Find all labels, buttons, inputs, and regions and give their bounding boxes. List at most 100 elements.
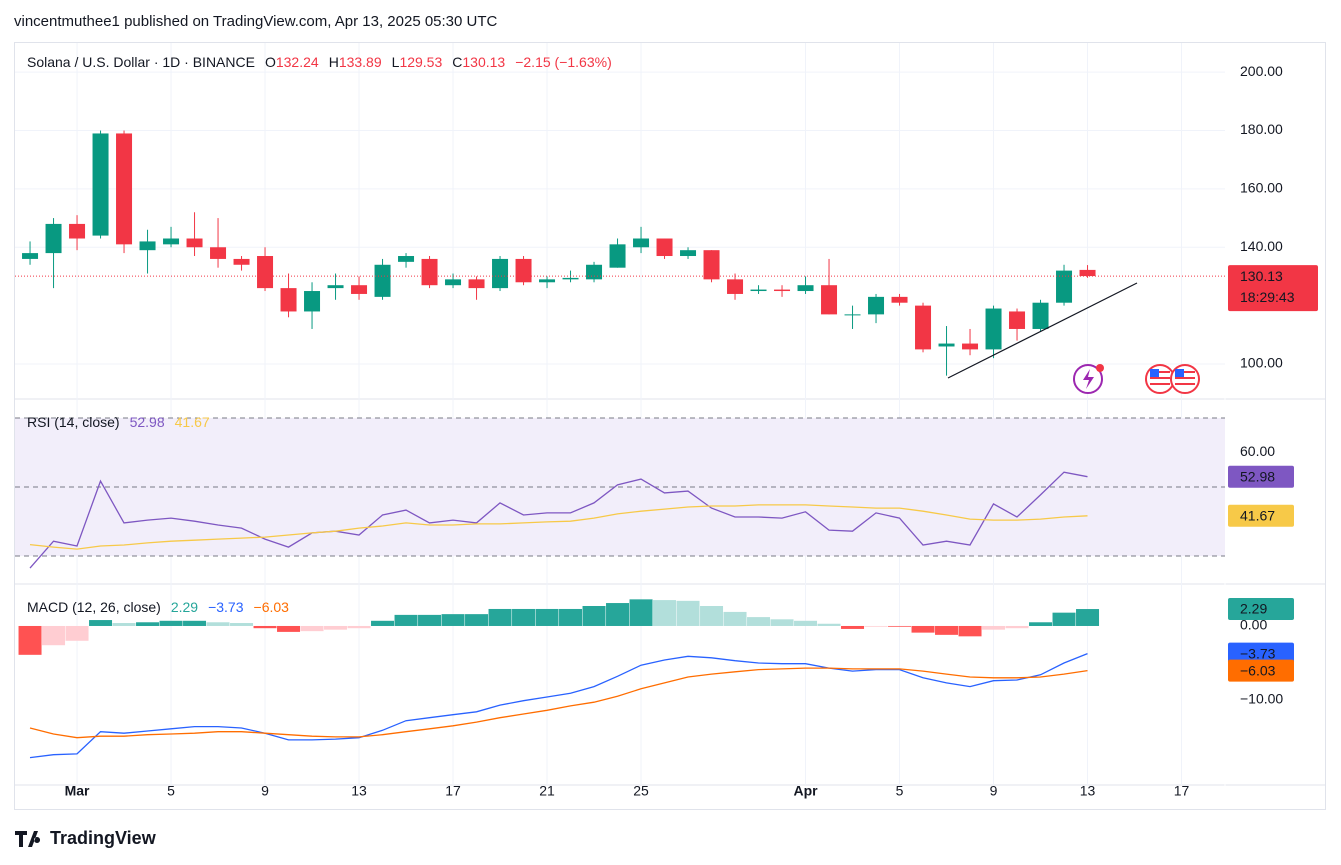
- symbol: Solana / U.S. Dollar · 1D · BINANCE: [27, 54, 255, 70]
- histogram-bar: [1005, 625, 1029, 629]
- candle-body: [45, 223, 62, 254]
- histogram-bar: [418, 614, 442, 626]
- candle-body: [1056, 270, 1073, 303]
- candle-body: [280, 288, 297, 312]
- ohlc-value: 130.13: [462, 54, 505, 70]
- candle-body: [938, 343, 955, 347]
- candle-body: [703, 250, 720, 280]
- histogram-bar: [159, 620, 183, 626]
- macd-line: [29, 667, 1088, 739]
- y-tick-label: 180.00: [1240, 121, 1283, 137]
- brand-logo: [15, 831, 41, 847]
- histogram-bar: [629, 599, 653, 626]
- candle-body: [92, 133, 109, 236]
- histogram-bar: [371, 620, 395, 626]
- candle-body: [680, 250, 697, 257]
- value-badge: −6.03: [1240, 662, 1276, 678]
- y-tick-label: 160.00: [1240, 180, 1283, 196]
- x-tick-label: 5: [167, 783, 175, 799]
- candle-body: [844, 314, 861, 316]
- histogram-bar: [841, 625, 865, 629]
- legend-value: 2.29: [171, 599, 198, 615]
- countdown: 18:29:43: [1240, 289, 1295, 305]
- histogram-bar: [324, 625, 348, 630]
- value-badge-bg: [1228, 598, 1294, 621]
- chart-frame: [14, 42, 1326, 810]
- candle-body: [962, 343, 979, 350]
- value-badge: 41.67: [1240, 507, 1275, 523]
- legend-value: 41.67: [175, 414, 210, 430]
- candle-body: [374, 264, 391, 297]
- candle-body: [656, 238, 673, 257]
- ohlc-value: 129.53: [399, 54, 442, 70]
- histogram-bar: [112, 623, 136, 626]
- value-badge-bg: [1228, 659, 1294, 682]
- histogram-bar: [794, 620, 818, 626]
- histogram-bar: [18, 625, 42, 655]
- histogram-bar: [183, 620, 207, 626]
- histogram-bar: [300, 625, 324, 632]
- indicator-title: MACD (12, 26, close): [27, 599, 161, 615]
- candle-body: [492, 258, 509, 289]
- y-tick-label: 60.00: [1240, 443, 1275, 459]
- x-tick-label: 13: [1080, 783, 1096, 799]
- y-tick-label: 0.00: [1240, 617, 1267, 633]
- x-tick-label: Mar: [65, 783, 90, 799]
- x-tick-label: 17: [445, 783, 461, 799]
- rsi-line: [29, 504, 1088, 550]
- candle-body: [1032, 302, 1049, 329]
- histogram-bar: [1029, 622, 1053, 626]
- candle-body: [562, 277, 579, 280]
- candle-body: [727, 279, 744, 294]
- x-tick-label: 9: [261, 783, 269, 799]
- value-badge: 2.29: [1240, 601, 1267, 617]
- ohlc-value: 133.89: [339, 54, 382, 70]
- histogram-bar: [958, 625, 982, 637]
- histogram-bar: [512, 608, 536, 626]
- histogram-bar: [888, 625, 912, 627]
- histogram-bar: [606, 603, 630, 626]
- x-tick-label: 5: [896, 783, 904, 799]
- y-tick-label: 200.00: [1240, 63, 1283, 79]
- price-badge-bg: [1228, 265, 1318, 312]
- candle-body: [609, 244, 626, 268]
- brand: TradingView: [15, 828, 157, 848]
- candle-body: [22, 253, 39, 259]
- value-badge-bg: [1228, 504, 1294, 527]
- histogram-bar: [1076, 609, 1100, 626]
- candle-body: [539, 279, 556, 283]
- macd-line: [29, 652, 1088, 759]
- ohlc-key: L: [392, 54, 400, 70]
- legend-value: −6.03: [254, 599, 290, 615]
- ohlc-key: H: [329, 54, 339, 70]
- y-tick-label: 100.00: [1240, 355, 1283, 371]
- candle-body: [233, 258, 250, 265]
- legend: RSI (14, close) 52.98 41.67: [27, 414, 210, 430]
- histogram-bar: [676, 600, 700, 626]
- trend-line: [947, 282, 1138, 379]
- flag-stripes: [1150, 371, 1195, 385]
- legend-value: 52.98: [130, 414, 165, 430]
- histogram-bar: [441, 614, 465, 626]
- events: [1073, 364, 1200, 394]
- candle-body: [163, 238, 180, 245]
- indicator-title: RSI (14, close): [27, 414, 120, 430]
- candle-body: [398, 256, 415, 262]
- histogram-bar: [935, 625, 959, 635]
- histogram-bar: [277, 625, 301, 632]
- value-badge-bg: [1228, 465, 1294, 488]
- brand-name: TradingView: [50, 828, 157, 848]
- histogram-bar: [582, 606, 606, 626]
- histogram-bar: [42, 625, 66, 646]
- candle-body: [1009, 311, 1026, 329]
- change: −2.15 (−1.63%): [515, 54, 612, 70]
- histogram-bar: [488, 608, 512, 626]
- candle-body: [186, 238, 203, 248]
- ohlc-key: O: [265, 54, 276, 70]
- candle-body: [750, 289, 767, 292]
- candle-body: [868, 296, 885, 315]
- ohlc-value: 132.24: [276, 54, 319, 70]
- histogram-bar: [911, 625, 935, 633]
- histogram-bar: [700, 606, 724, 626]
